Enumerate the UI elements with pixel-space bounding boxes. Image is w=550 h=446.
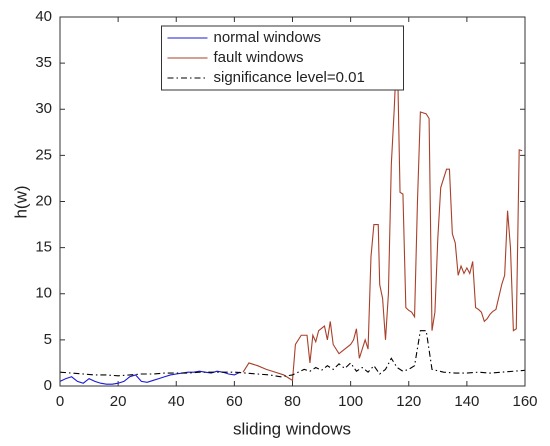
y-tick-label: 20 — [35, 192, 52, 209]
y-tick-label: 35 — [35, 54, 52, 71]
y-tick-label: 40 — [35, 8, 52, 25]
line-series — [242, 42, 523, 382]
x-tick-label: 140 — [454, 393, 479, 410]
y-tick-label: 0 — [44, 377, 52, 394]
legend-label: normal windows — [214, 29, 322, 46]
x-tick-label: 60 — [226, 393, 243, 410]
y-tick-label: 15 — [35, 239, 52, 256]
y-axis-label: h(w) — [11, 185, 30, 218]
line-series — [59, 370, 241, 385]
y-tick-label: 30 — [35, 100, 52, 117]
line-series — [59, 330, 526, 378]
x-tick-label: 100 — [338, 393, 363, 410]
x-tick-label: 120 — [396, 393, 421, 410]
legend-label: significance level=0.01 — [214, 69, 365, 86]
x-tick-label: 160 — [512, 393, 537, 410]
x-tick-label: 80 — [284, 393, 301, 410]
x-axis-label: sliding windows — [233, 419, 351, 438]
x-tick-label: 40 — [168, 393, 185, 410]
x-tick-label: 20 — [110, 393, 127, 410]
legend-label: fault windows — [214, 49, 304, 66]
y-tick-label: 10 — [35, 285, 52, 302]
y-tick-label: 25 — [35, 146, 52, 163]
x-tick-label: 0 — [56, 393, 64, 410]
y-tick-label: 5 — [44, 331, 52, 348]
plot-frame — [59, 16, 526, 387]
